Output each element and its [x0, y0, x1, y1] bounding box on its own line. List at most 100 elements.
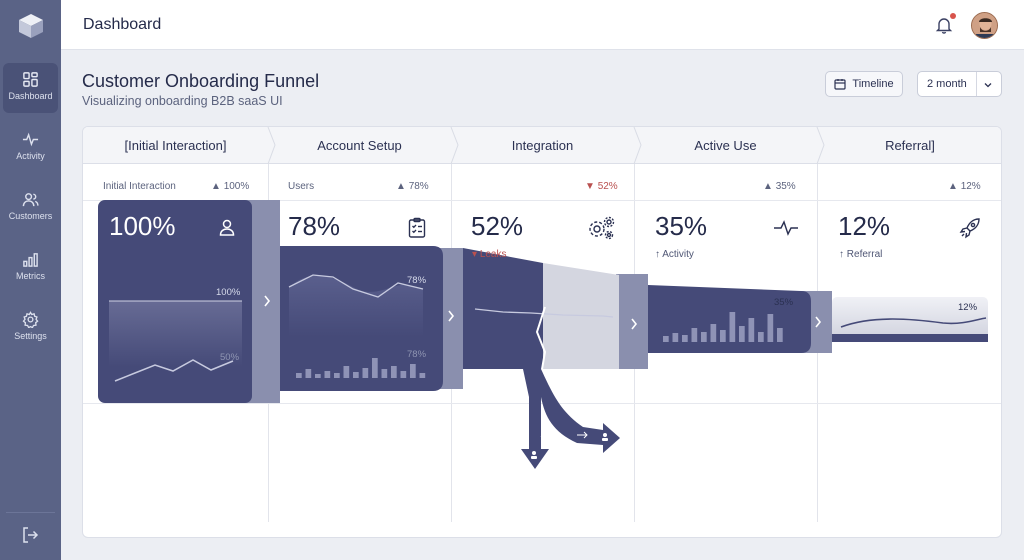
chart-label-account-top: 78% — [407, 275, 427, 286]
activity-bar — [663, 336, 669, 342]
chevron-right-icon — [815, 316, 822, 328]
activity-bars — [296, 312, 783, 378]
referral-label: Referral — [846, 249, 883, 260]
change-value: 100% — [223, 181, 250, 192]
activity-bar — [748, 318, 755, 342]
notification-badge — [950, 13, 956, 19]
tab-account-setup[interactable]: Account Setup — [317, 138, 402, 153]
connector-3-4 — [616, 274, 648, 369]
tab-integration[interactable]: Integration — [511, 138, 574, 153]
tab-separators — [267, 127, 825, 165]
page-title: Customer Onboarding Funnel — [82, 71, 320, 91]
activity-bar — [701, 332, 707, 342]
activity-bar — [362, 368, 369, 378]
sidebar-item-label: Settings — [14, 331, 47, 341]
activity-icon — [22, 132, 39, 147]
leak-user-icon — [531, 433, 608, 459]
header-title: Dashboard — [83, 16, 162, 33]
logout-icon[interactable] — [21, 526, 39, 544]
activity-label: Activity — [662, 249, 694, 260]
dashboard-icon — [23, 72, 38, 87]
activity-bar — [682, 335, 688, 342]
row-divider — [83, 403, 1001, 404]
stage-chart-initial — [109, 301, 242, 367]
value-integration: 52% — [471, 211, 524, 241]
sidebar-item-label: Dashboard — [8, 91, 53, 101]
change-users: ▲ 78% — [396, 181, 429, 192]
activity-bar — [381, 369, 388, 378]
sidebar-item-label: Customers — [8, 211, 53, 221]
chevron-right-icon — [631, 318, 638, 330]
activity-bar — [343, 366, 350, 378]
value-initial: 100% — [109, 211, 176, 241]
activity-bar — [777, 328, 783, 342]
metric-label-users: Users — [288, 181, 315, 192]
activity-bar — [672, 333, 679, 342]
sidebar-item-customers[interactable]: Customers — [3, 183, 58, 233]
change-referral: ▲ 12% — [948, 181, 981, 192]
tab-active-use[interactable]: Active Use — [694, 138, 757, 153]
change-active-use: ▲ 35% — [763, 181, 796, 192]
metrics-icon — [23, 253, 38, 267]
activity-bar — [315, 374, 321, 378]
sub-label-integration: ▾ Leaks — [472, 249, 507, 260]
activity-bar — [372, 358, 378, 378]
period-value: 2 month — [927, 78, 967, 90]
activity-bar — [410, 364, 416, 378]
timeline-label: Timeline — [852, 78, 894, 90]
gears-icon — [589, 216, 615, 240]
top-header: Dashboard — [61, 0, 1024, 50]
sidebar-item-label: Activity — [16, 151, 45, 161]
page-subtitle: Visualizing onboarding B2B saaS UI — [82, 94, 283, 108]
sidebar-item-activity[interactable]: Activity — [3, 123, 58, 173]
avatar-face-icon — [972, 13, 997, 38]
sub-label-active-use: ↑ Activity — [655, 249, 694, 260]
change-integration: ▼ 52% — [585, 181, 618, 192]
avatar[interactable] — [971, 12, 998, 39]
clipboard-check-icon — [408, 217, 426, 238]
activity-bar — [739, 326, 745, 342]
chevron-down-icon[interactable] — [983, 80, 993, 90]
metric-label-initial: Initial Interaction — [103, 181, 176, 192]
customers-icon — [22, 193, 39, 207]
activity-bar — [729, 312, 736, 342]
calendar-icon — [834, 79, 847, 90]
activity-bar — [353, 372, 359, 378]
value-active-use: 35% — [655, 211, 708, 241]
change-value: 35% — [775, 181, 796, 192]
app-logo[interactable] — [17, 12, 45, 40]
funnel-card: [Initial Interaction] Account Setup Inte… — [82, 126, 1002, 538]
change-value: 52% — [597, 181, 618, 192]
activity-bar — [419, 373, 426, 378]
activity-bar — [296, 373, 302, 378]
activity-bar — [710, 324, 717, 342]
activity-bar — [400, 371, 407, 378]
sidebar-item-settings[interactable]: Settings — [3, 303, 58, 353]
change-value: 12% — [960, 181, 981, 192]
change-value: 78% — [408, 181, 429, 192]
area-account — [289, 275, 423, 337]
tab-initial-interaction[interactable]: [Initial Interaction] — [124, 138, 227, 153]
activity-bar — [391, 366, 397, 378]
sidebar-item-metrics[interactable]: Metrics — [3, 243, 58, 293]
stage-block-integration — [463, 248, 543, 369]
settings-icon — [22, 311, 39, 328]
sidebar-item-dashboard[interactable]: Dashboard — [3, 63, 58, 113]
trend-line-referral — [840, 317, 987, 328]
period-select[interactable]: 2 month — [917, 71, 1002, 97]
tab-referral[interactable]: Referral] — [885, 138, 935, 153]
activity-bar — [305, 369, 312, 378]
chart-label-referral: 12% — [958, 302, 978, 313]
chart-label-account-bottom: 78% — [407, 349, 427, 360]
notification-bell-icon[interactable] — [935, 16, 953, 34]
user-icon — [219, 219, 235, 236]
rocket-icon — [959, 218, 980, 239]
chevron-right-icon — [264, 295, 271, 307]
row-divider — [83, 200, 1001, 201]
sidebar-item-label: Metrics — [16, 271, 45, 281]
trend-line-initial — [114, 359, 234, 382]
leaks-label: Leaks — [479, 249, 507, 260]
timeline-button[interactable]: Timeline — [825, 71, 903, 97]
funnel-graphic — [98, 200, 988, 469]
sub-label-referral: ↑ Referral — [839, 249, 883, 260]
